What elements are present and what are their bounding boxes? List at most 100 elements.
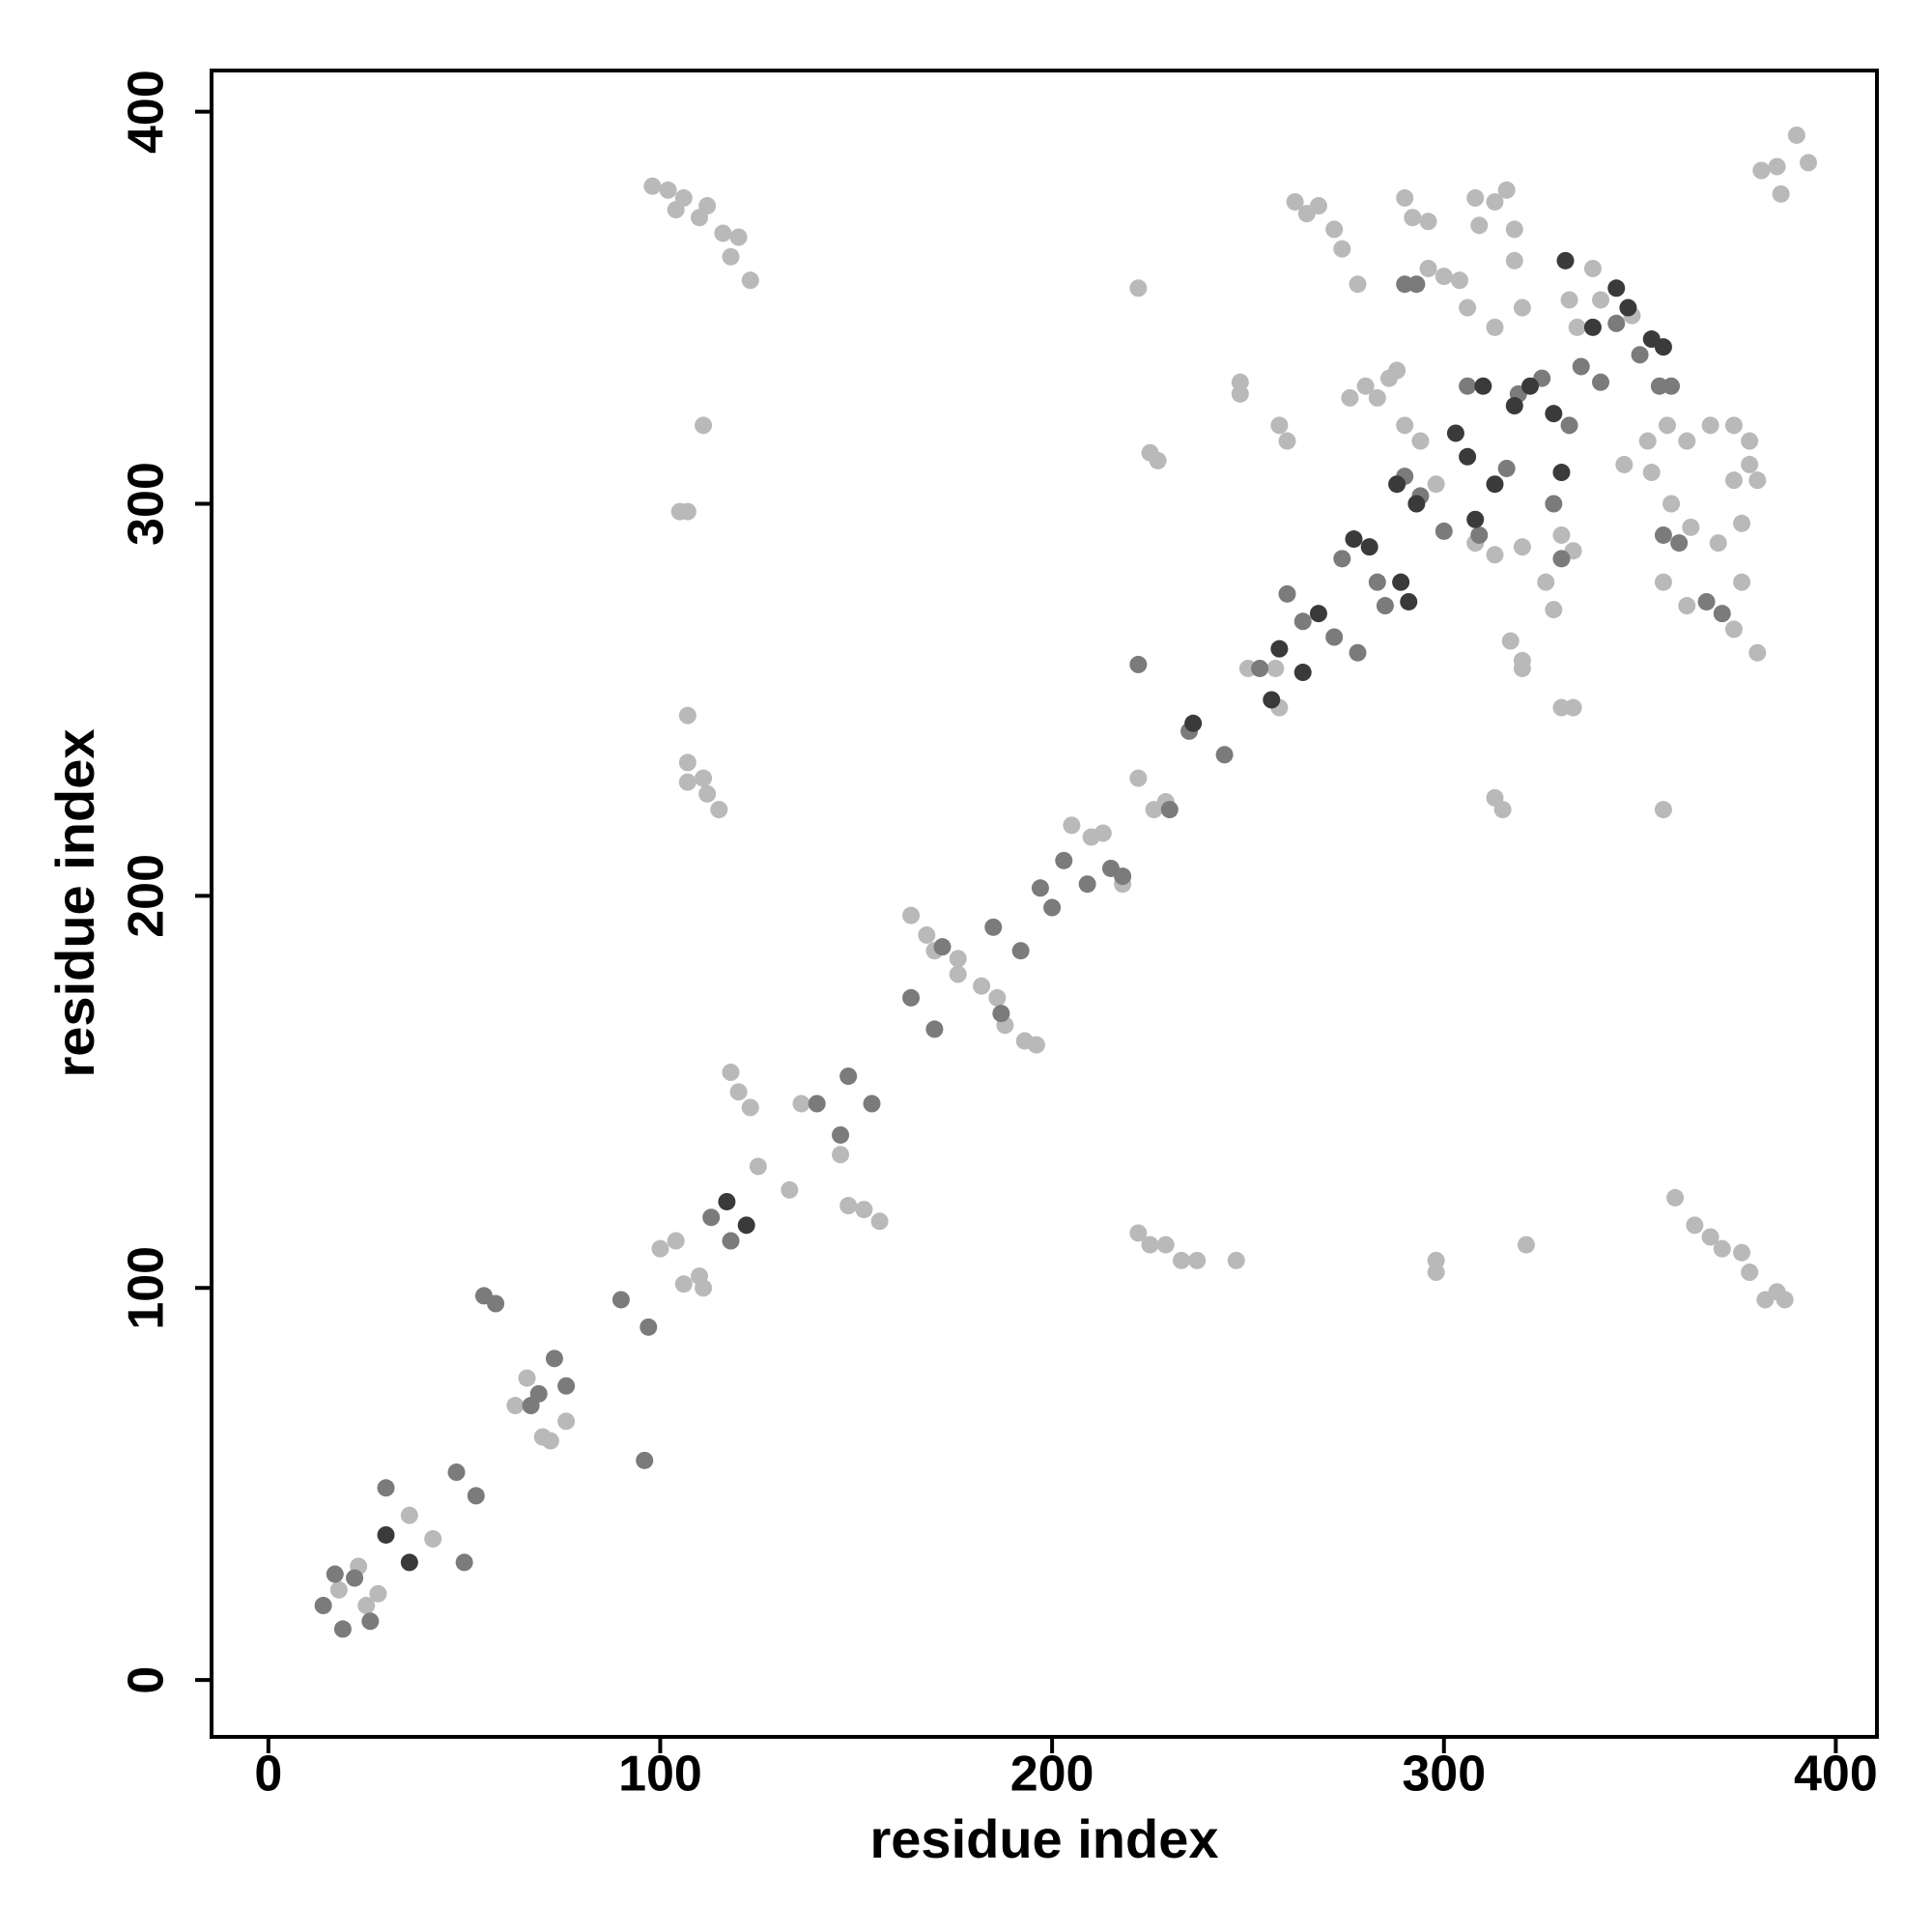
point (695, 769, 713, 787)
point (424, 1530, 442, 1548)
point (1231, 384, 1249, 403)
point (1419, 259, 1437, 277)
point (1407, 495, 1426, 513)
point (1396, 188, 1414, 207)
y-tick-label: 0 (119, 1666, 175, 1694)
x-tick-label: 400 (1794, 1747, 1878, 1803)
point (1497, 459, 1516, 477)
point (400, 1553, 418, 1572)
point (678, 502, 696, 521)
point (1701, 416, 1719, 435)
point (643, 177, 662, 195)
point (1459, 298, 1477, 317)
point (357, 1597, 376, 1615)
point (781, 1180, 799, 1199)
point (487, 1294, 505, 1313)
point (1360, 538, 1378, 556)
point (1709, 534, 1727, 553)
point (1505, 220, 1523, 239)
point (1517, 1236, 1535, 1254)
point (1368, 388, 1386, 407)
point (1094, 824, 1112, 842)
point (1341, 388, 1359, 407)
point (839, 1067, 858, 1086)
point (1787, 126, 1805, 144)
point (674, 1275, 693, 1293)
point (1141, 1236, 1159, 1254)
point (529, 1384, 548, 1403)
point (611, 1291, 630, 1309)
point (1251, 659, 1269, 677)
point (1654, 338, 1672, 356)
point (667, 1232, 685, 1250)
point (698, 197, 717, 215)
point (1345, 530, 1363, 549)
point (678, 706, 696, 724)
point (651, 1239, 669, 1258)
y-tick-label: 400 (119, 70, 175, 154)
point (329, 1580, 348, 1599)
point (545, 1350, 563, 1368)
point (1583, 318, 1602, 336)
point (1388, 361, 1406, 380)
point (1114, 867, 1132, 886)
point (1450, 271, 1468, 290)
point (1427, 475, 1445, 494)
point (741, 271, 759, 290)
point (1800, 154, 1818, 172)
point (714, 224, 732, 242)
point (1396, 416, 1414, 435)
point (1545, 495, 1563, 513)
point (1466, 188, 1485, 207)
point (870, 1212, 889, 1231)
point (455, 1553, 473, 1572)
point (1741, 1264, 1759, 1282)
point (1662, 377, 1681, 395)
point (1215, 746, 1234, 764)
point (1658, 416, 1676, 435)
point (1325, 220, 1344, 239)
point (1459, 377, 1477, 395)
point (1733, 573, 1751, 591)
point (808, 1094, 826, 1113)
point (636, 1451, 654, 1469)
point (557, 1412, 576, 1431)
point (741, 1098, 759, 1117)
point (1172, 1251, 1190, 1269)
point (925, 1020, 944, 1038)
point (1564, 698, 1582, 717)
point (1666, 1188, 1685, 1207)
point (1501, 632, 1520, 650)
x-axis-title: residue index (869, 1808, 1218, 1869)
point (1748, 471, 1767, 490)
point (333, 1620, 352, 1638)
point (400, 1506, 418, 1524)
x-tick-label: 300 (1402, 1747, 1486, 1803)
point (1388, 475, 1406, 494)
point (1435, 268, 1453, 286)
point (1427, 1264, 1445, 1282)
point (1129, 769, 1148, 787)
point (1356, 377, 1375, 395)
y-tick-label: 300 (119, 462, 175, 546)
point (1505, 397, 1523, 415)
point (702, 1208, 721, 1227)
point (1513, 298, 1531, 317)
point (361, 1612, 380, 1631)
point (1270, 416, 1289, 435)
point (1407, 275, 1426, 294)
point (1560, 416, 1578, 435)
point (1654, 801, 1672, 819)
plot-frame (210, 69, 1879, 1739)
point (678, 753, 696, 772)
point (1513, 538, 1531, 556)
point (1556, 251, 1575, 270)
point (1513, 659, 1531, 677)
y-axis-title: residue index (44, 728, 105, 1077)
point (1055, 851, 1073, 869)
point (722, 1232, 740, 1250)
point (1400, 592, 1418, 611)
point (1748, 643, 1767, 662)
point (326, 1565, 344, 1583)
